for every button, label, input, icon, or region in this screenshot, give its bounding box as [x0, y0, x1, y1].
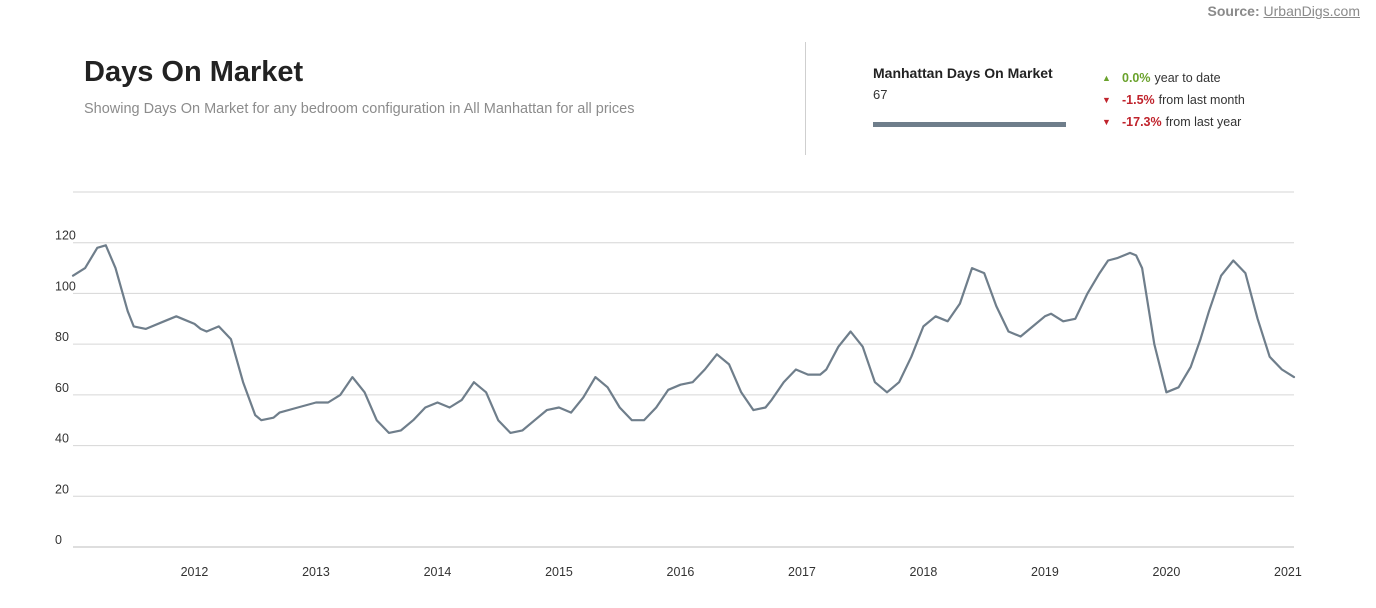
- page-subtitle: Showing Days On Market for any bedroom c…: [84, 101, 635, 117]
- stat-label: from last year: [1165, 115, 1242, 129]
- x-tick-label: 2015: [545, 565, 573, 579]
- y-tick-label: 40: [55, 432, 69, 446]
- stat-label: from last month: [1158, 93, 1245, 107]
- x-tick-label: 2019: [1031, 565, 1059, 579]
- series-line: [71, 244, 1296, 434]
- stat-label: year to date: [1154, 71, 1221, 85]
- x-tick-label: 2014: [424, 565, 452, 579]
- x-tick-label: 2017: [788, 565, 816, 579]
- y-tick-label: 0: [55, 533, 62, 547]
- stat-percent: 0.0%: [1122, 71, 1151, 85]
- stat-percent: -1.5%: [1122, 93, 1155, 107]
- stat-year-to-date: ▲ 0.0% year to date: [1102, 67, 1245, 89]
- summary-title: Manhattan Days On Market: [873, 65, 1053, 81]
- y-tick-label: 60: [55, 381, 69, 395]
- stat-from-last-year: ▼ -17.3% from last year: [1102, 111, 1245, 133]
- down-arrow-icon: ▼: [1102, 117, 1111, 127]
- y-tick-label: 100: [55, 279, 76, 293]
- summary-bar: [873, 122, 1066, 127]
- down-arrow-icon: ▼: [1102, 95, 1111, 105]
- stat-from-last-month: ▼ -1.5% from last month: [1102, 89, 1245, 111]
- source-label: Source:: [1207, 3, 1260, 19]
- x-tick-label: 2012: [181, 565, 209, 579]
- page-title: Days On Market: [84, 56, 304, 88]
- x-tick-label: 2018: [910, 565, 938, 579]
- summary-value: 67: [873, 87, 888, 102]
- stats-list: ▲ 0.0% year to date ▼ -1.5% from last mo…: [1102, 67, 1245, 133]
- y-tick-label: 80: [55, 330, 69, 344]
- x-tick-label: 2021: [1274, 565, 1302, 579]
- source-attribution: Source: UrbanDigs.com: [1208, 3, 1361, 19]
- stat-percent: -17.3%: [1122, 115, 1162, 129]
- up-arrow-icon: ▲: [1102, 73, 1111, 83]
- x-tick-label: 2020: [1153, 565, 1181, 579]
- source-link[interactable]: UrbanDigs.com: [1263, 3, 1360, 19]
- y-tick-label: 120: [55, 229, 76, 243]
- header-divider: [805, 42, 806, 155]
- y-tick-label: 20: [55, 482, 69, 496]
- x-tick-label: 2016: [667, 565, 695, 579]
- x-tick-label: 2013: [302, 565, 330, 579]
- line-chart: 0 20 40 60 80 100 120 2012 2013 2014 2015 2016 2017 2…: [55, 191, 1302, 579]
